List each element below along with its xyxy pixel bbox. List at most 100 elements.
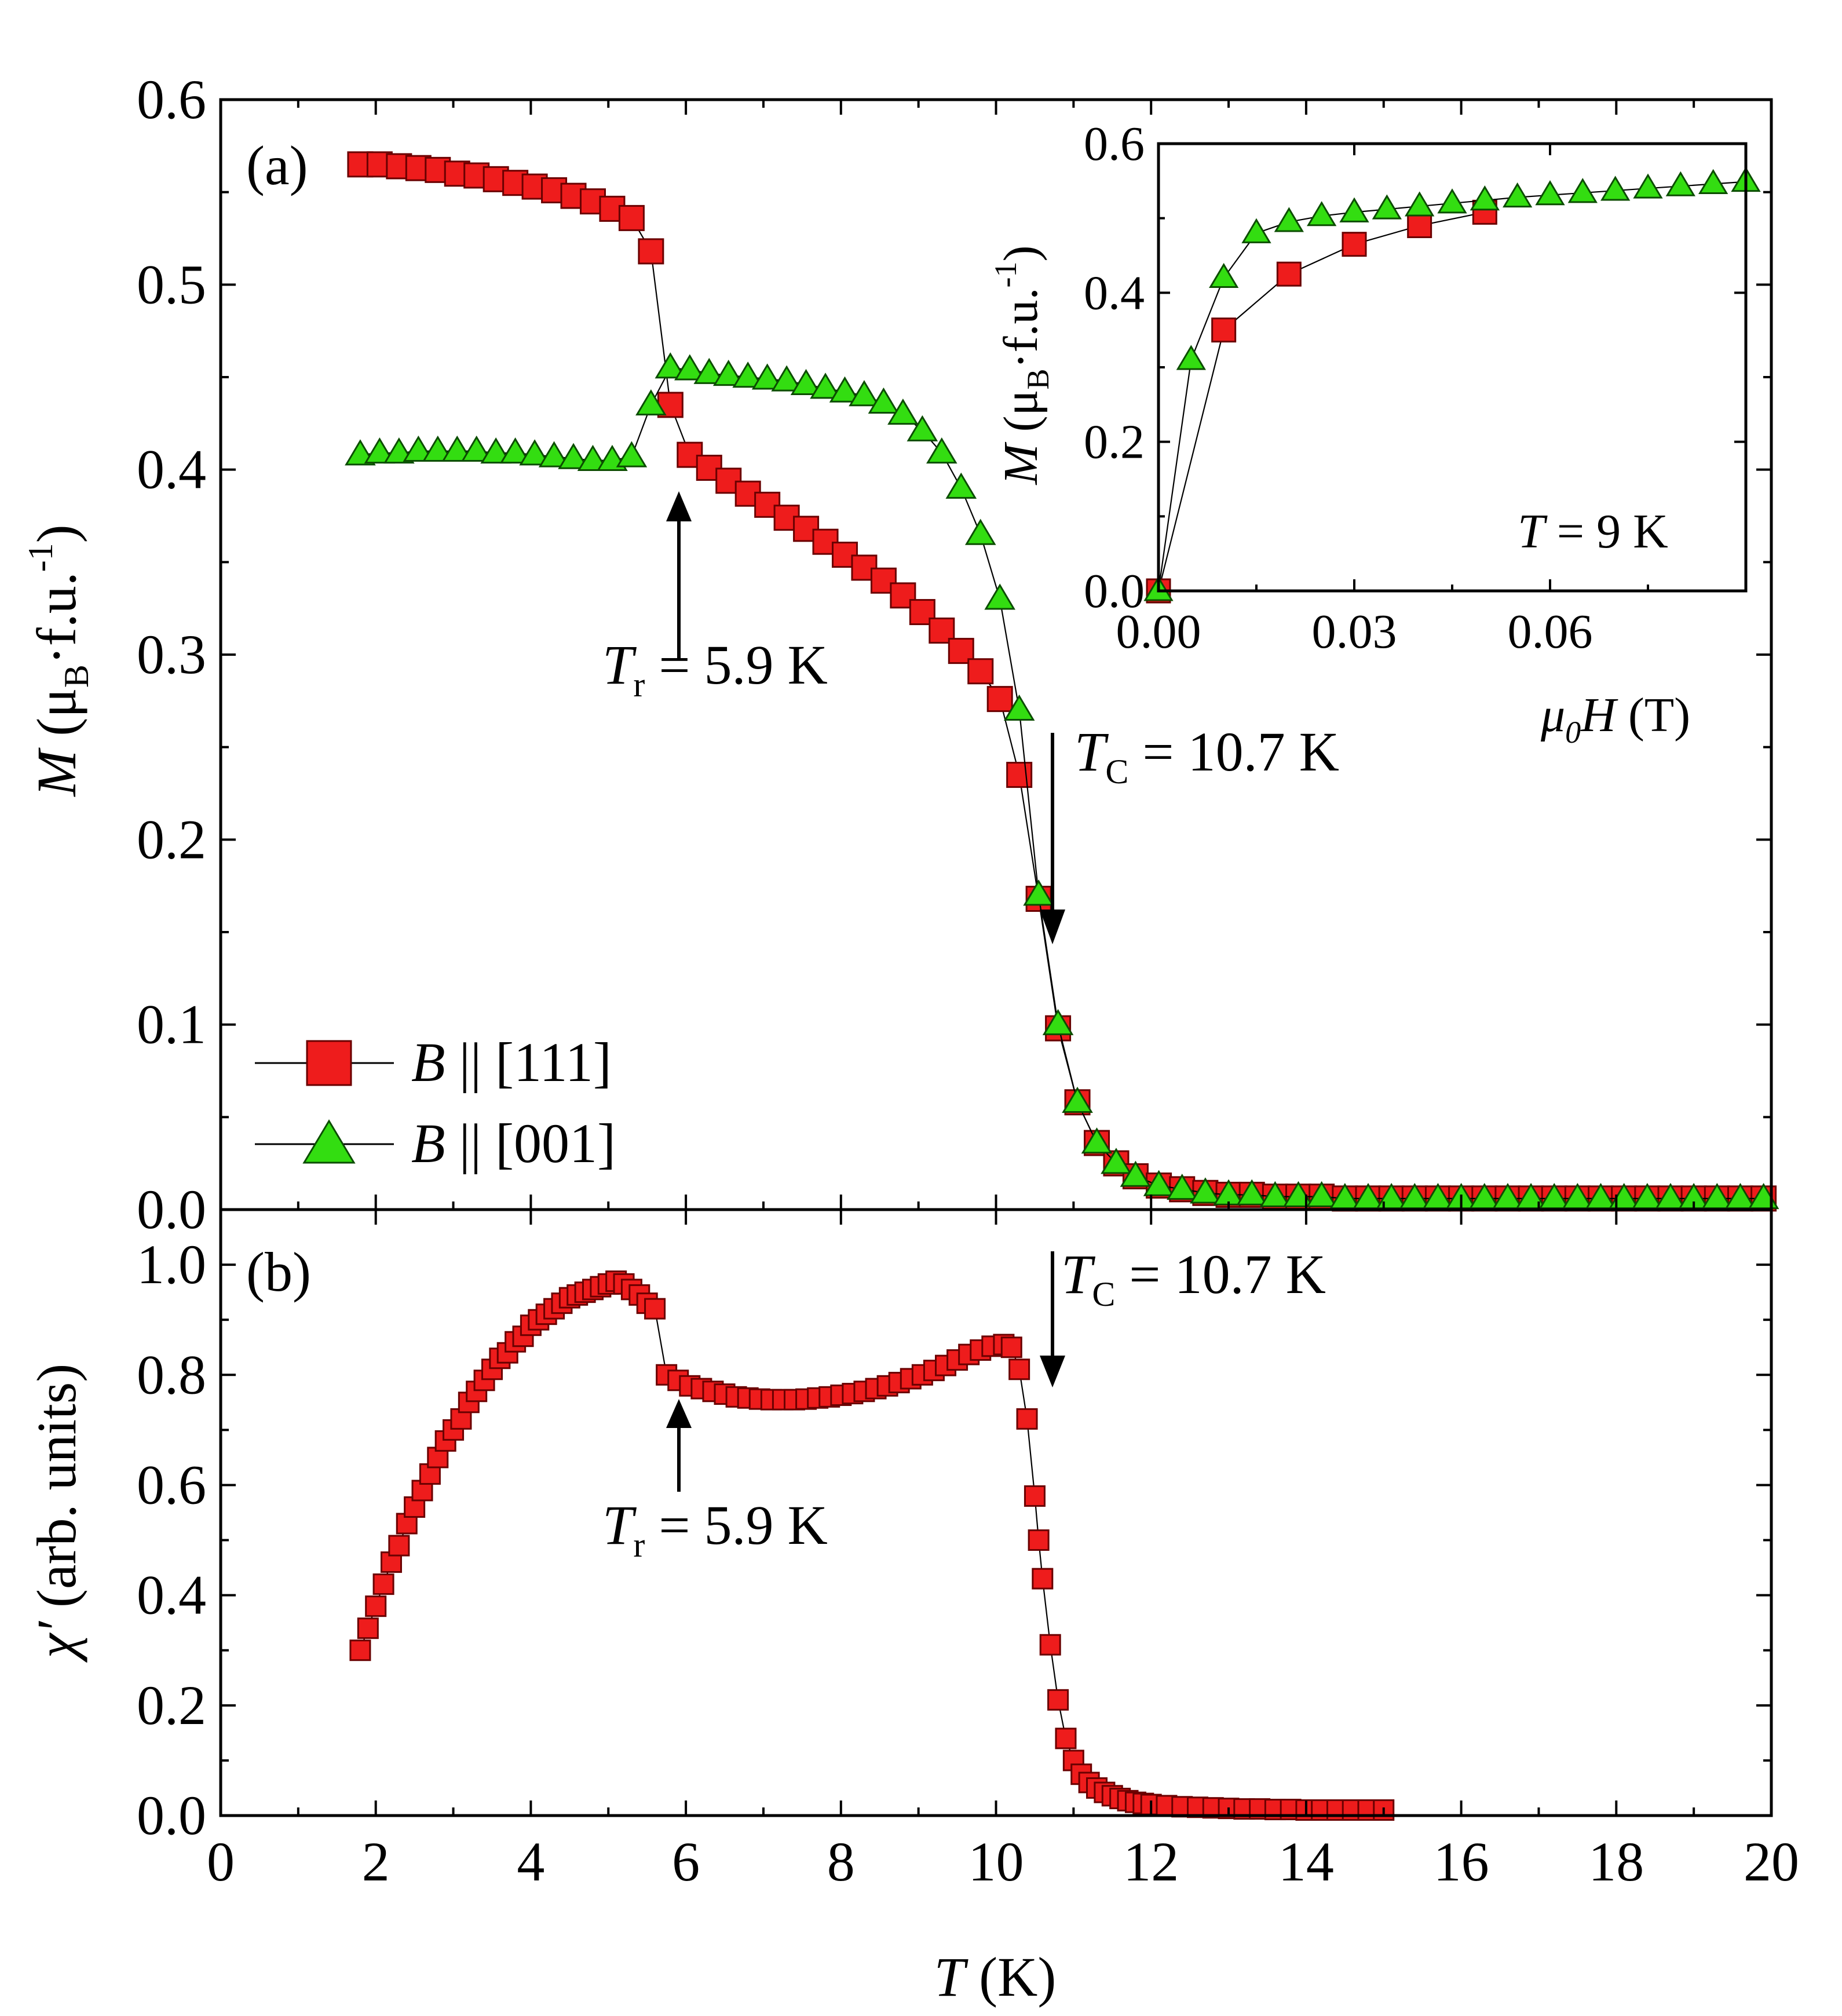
b001-point: [499, 437, 531, 464]
xtick-label: 12: [1123, 1831, 1179, 1893]
b001-point: [635, 389, 667, 416]
b001-point: [868, 387, 900, 414]
b001-point: [1143, 1170, 1175, 1196]
inset-b001-point: [1405, 191, 1435, 217]
b001-point: [1062, 1086, 1093, 1113]
inset-ytick-label: 0.0: [1084, 564, 1145, 618]
b111-point: [638, 238, 664, 265]
inset-xtick-label: 0.00: [1116, 605, 1201, 659]
panel-a-ytick-label: 0.5: [137, 253, 206, 315]
inset-b001-point: [1698, 169, 1728, 194]
annotation-tr-b: Tr = 5.9 K: [602, 1399, 828, 1564]
panel-b-label: (b): [246, 1241, 311, 1303]
panel-a-ytick-label: 0.1: [137, 994, 206, 1056]
b001-point: [887, 398, 919, 425]
b001-point: [1042, 1009, 1074, 1035]
panel-b-ylabel: χ′ (arb. units): [25, 1364, 87, 1663]
b001-point: [829, 376, 861, 403]
panel-a-ytick-label: 0.0: [137, 1178, 206, 1240]
legend: B || [111] B || [001]: [255, 1031, 616, 1174]
inset-xtick-label: 0.06: [1508, 605, 1593, 659]
b111-point: [1006, 762, 1033, 788]
chi-point: [380, 1551, 402, 1573]
xtick-label: 10: [968, 1831, 1024, 1893]
xtick-label: 2: [362, 1831, 390, 1893]
xtick-label: 4: [517, 1831, 544, 1893]
b001-point: [364, 437, 396, 464]
b001-point: [403, 435, 434, 462]
b001-point: [810, 372, 841, 399]
b001-point: [1101, 1148, 1132, 1174]
svg-text:Tr = 5.9 K: Tr = 5.9 K: [602, 1494, 828, 1564]
inset-marks: [1143, 166, 1761, 604]
b111-point: [986, 686, 1013, 713]
chi-point: [1000, 1336, 1022, 1358]
inset-ticks: 0.0 0.2 0.4 0.6 0.00 0.03 0.06: [1084, 117, 1746, 659]
b001-point: [441, 435, 473, 462]
svg-text:M (μB·f.u.-1): M (μB·f.u.-1): [988, 246, 1055, 485]
legend-label-b111: B || [111]: [411, 1031, 612, 1093]
panel-a-ylabel: M (μB·f.u.-1): [21, 524, 96, 797]
b111-point: [870, 567, 897, 594]
svg-text:M (μB·f.u.-1): M (μB·f.u.-1): [21, 524, 96, 797]
inset-ytick-label: 0.6: [1084, 117, 1145, 171]
b001-point: [732, 361, 763, 388]
b001-point: [1259, 1181, 1291, 1207]
panel-a-ytick-label: 0.3: [137, 623, 206, 685]
b001-point: [1023, 879, 1054, 906]
inset-annotation: T = 9 K: [1518, 505, 1668, 558]
chi-point: [644, 1298, 666, 1320]
chi-point: [372, 1573, 394, 1595]
inset-b001-point: [1176, 345, 1206, 370]
inset-ytick-label: 0.2: [1084, 415, 1145, 469]
inset-b001-point: [1307, 201, 1337, 227]
b001-point: [655, 352, 686, 379]
b001-point: [1081, 1127, 1113, 1154]
chi-point: [1024, 1485, 1046, 1507]
inset: 0.0 0.2 0.4 0.6 0.00 0.03 0.06 M (μB·f.u.-1) μ…: [988, 117, 1761, 750]
panel-a-ytick-label: 0.6: [137, 68, 206, 130]
inset-b001-point: [1633, 173, 1663, 199]
xlabel: T (K): [934, 1946, 1057, 2008]
inset-xlabel: μ0H (T): [1540, 688, 1690, 750]
panel-a-label: (a): [246, 134, 308, 196]
b001-point: [771, 365, 802, 392]
legend-entry-b111: B || [111]: [255, 1031, 612, 1093]
chi-point: [1032, 1568, 1054, 1590]
xtick-label: 16: [1434, 1831, 1489, 1893]
inset-b001-point: [1209, 262, 1239, 288]
b001-point: [1190, 1177, 1221, 1204]
chi-point: [357, 1617, 379, 1639]
xtick-label: 14: [1278, 1831, 1334, 1893]
inset-b111-point: [1342, 232, 1367, 257]
annotation-tc-a: TC = 10.7 K: [1040, 721, 1339, 944]
chi-point: [1055, 1728, 1077, 1750]
b001-point: [751, 363, 783, 390]
inset-b001-point: [1600, 176, 1631, 201]
panel-b-ytick-label: 0.4: [137, 1564, 206, 1626]
svg-text:Tr = 5.9 K: Tr = 5.9 K: [602, 634, 828, 704]
b001-point: [693, 357, 725, 384]
b001-point: [558, 443, 589, 469]
inset-b001-point: [1339, 197, 1369, 222]
panel-a-ytick-label: 0.4: [137, 439, 206, 501]
panel-b-marks: [349, 1270, 1395, 1821]
b001-point: [538, 441, 570, 468]
chi-point: [1016, 1408, 1038, 1430]
b001-point: [480, 437, 511, 464]
chi-point: [349, 1639, 371, 1661]
chi-point: [1039, 1634, 1061, 1656]
panel-a-marks: [345, 151, 1779, 1212]
panel-a-ticks: 0.0 0.1 0.2 0.3 0.4 0.5 0.6: [137, 68, 1772, 1240]
b001-point: [1003, 694, 1035, 721]
svg-text:TC = 10.7 K: TC = 10.7 K: [1074, 721, 1339, 791]
inset-b001-point: [1470, 185, 1500, 211]
chi-point: [365, 1595, 387, 1617]
b001-point: [674, 354, 706, 381]
b001-point: [849, 380, 880, 407]
panel-b: 0.00.20.40.60.81.00 2 4 6 8 10 12 14 16 18 20 (b) …: [25, 1208, 1799, 2008]
inset-b001-point: [1372, 194, 1402, 220]
annotation-tr-a: Tr = 5.9 K: [602, 491, 828, 704]
inset-b001-point: [1437, 188, 1467, 214]
